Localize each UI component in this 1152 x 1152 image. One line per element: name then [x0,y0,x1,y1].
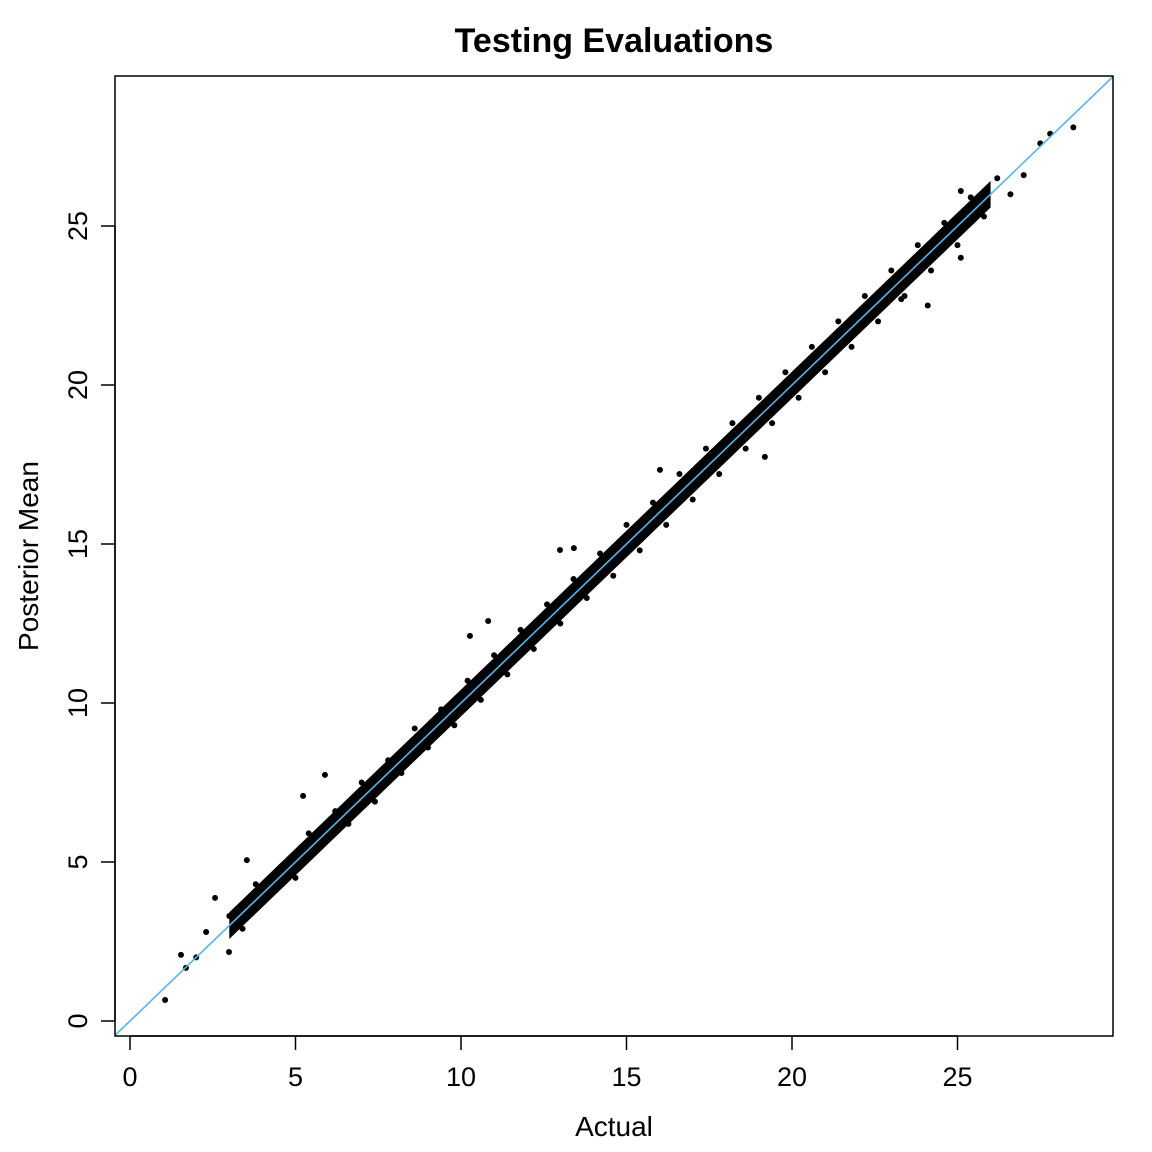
data-point [226,913,233,920]
data-point [1020,172,1027,179]
data-point [782,369,789,376]
data-point [954,242,961,249]
chart-title: Testing Evaluations [455,22,774,60]
data-point [321,771,328,778]
data-point [795,394,802,401]
data-point [557,620,564,627]
data-point [318,839,325,846]
data-point [305,830,312,837]
data-point [464,677,471,684]
data-point [663,521,670,528]
data-point [597,550,604,557]
data-point [742,445,749,452]
data-point [491,652,498,659]
data-point [676,471,683,478]
data-point [266,890,273,897]
data-point [358,779,365,786]
data-point [769,420,776,427]
data-point [1070,124,1077,131]
data-point [941,219,948,226]
data-point [239,925,246,932]
data-point [689,496,696,503]
data-point [848,343,855,350]
data-point [556,547,563,554]
x-tick-label: 10 [446,1062,476,1092]
data-point [177,951,184,958]
data-point [980,213,987,220]
data-point [729,420,736,427]
data-point [398,769,405,776]
data-point [485,617,492,624]
data-point [517,626,524,633]
data-point [924,302,931,309]
data-point [888,267,895,274]
data-point [225,948,232,955]
data-point [212,894,219,901]
y-tick-label: 15 [63,529,93,559]
x-tick-label: 15 [611,1062,641,1092]
x-axis-title: Actual [575,1111,653,1142]
data-point [345,820,352,827]
data-point [371,798,378,805]
data-point [957,188,964,195]
data-point [292,874,299,881]
y-tick-label: 0 [63,1013,93,1028]
data-point [967,194,974,201]
data-point [477,696,484,703]
data-point [875,318,882,325]
data-point [544,601,551,608]
data-point [822,369,829,376]
data-point [424,744,431,751]
y-axis-title: Posterior Mean [13,461,44,651]
x-axis: 0 5 10 15 20 25 [122,1035,973,1092]
data-point [451,722,458,729]
data-point [300,792,307,799]
data-point [1007,191,1014,198]
data-point [411,725,418,732]
data-point [994,175,1001,182]
data-point [702,445,709,452]
y-tick-label: 5 [63,854,93,869]
data-point [716,471,723,478]
x-tick-label: 5 [288,1062,303,1092]
x-tick-label: 20 [777,1062,807,1092]
data-point [755,394,762,401]
data-point [861,292,868,299]
data-point [914,242,921,249]
data-point [252,881,259,888]
reference-line-y-equals-x [115,76,1113,1036]
data-point [957,254,964,261]
data-point [583,595,590,602]
y-axis: 0 5 10 15 20 25 [63,211,116,1029]
data-point [203,928,210,935]
data-point [530,645,537,652]
data-point [636,547,643,554]
data-point [332,808,339,815]
data-point [610,572,617,579]
data-point [835,318,842,325]
y-tick-label: 25 [63,211,93,241]
data-point [901,292,908,299]
data-point [466,632,473,639]
data-point [570,575,577,582]
data-point [570,545,577,552]
data-point [504,671,511,678]
data-point [656,466,663,473]
data-point [808,343,815,350]
y-tick-label: 20 [63,370,93,400]
data-point [928,267,935,274]
data-point [623,521,630,528]
x-tick-label: 25 [942,1062,972,1092]
data-point [385,757,392,764]
data-point [649,499,656,506]
y-tick-label: 10 [63,688,93,718]
data-point [761,453,768,460]
data-point [279,865,286,872]
data-point [243,857,250,864]
data-point [438,706,445,713]
data-point [162,997,169,1004]
x-tick-label: 0 [122,1062,137,1092]
